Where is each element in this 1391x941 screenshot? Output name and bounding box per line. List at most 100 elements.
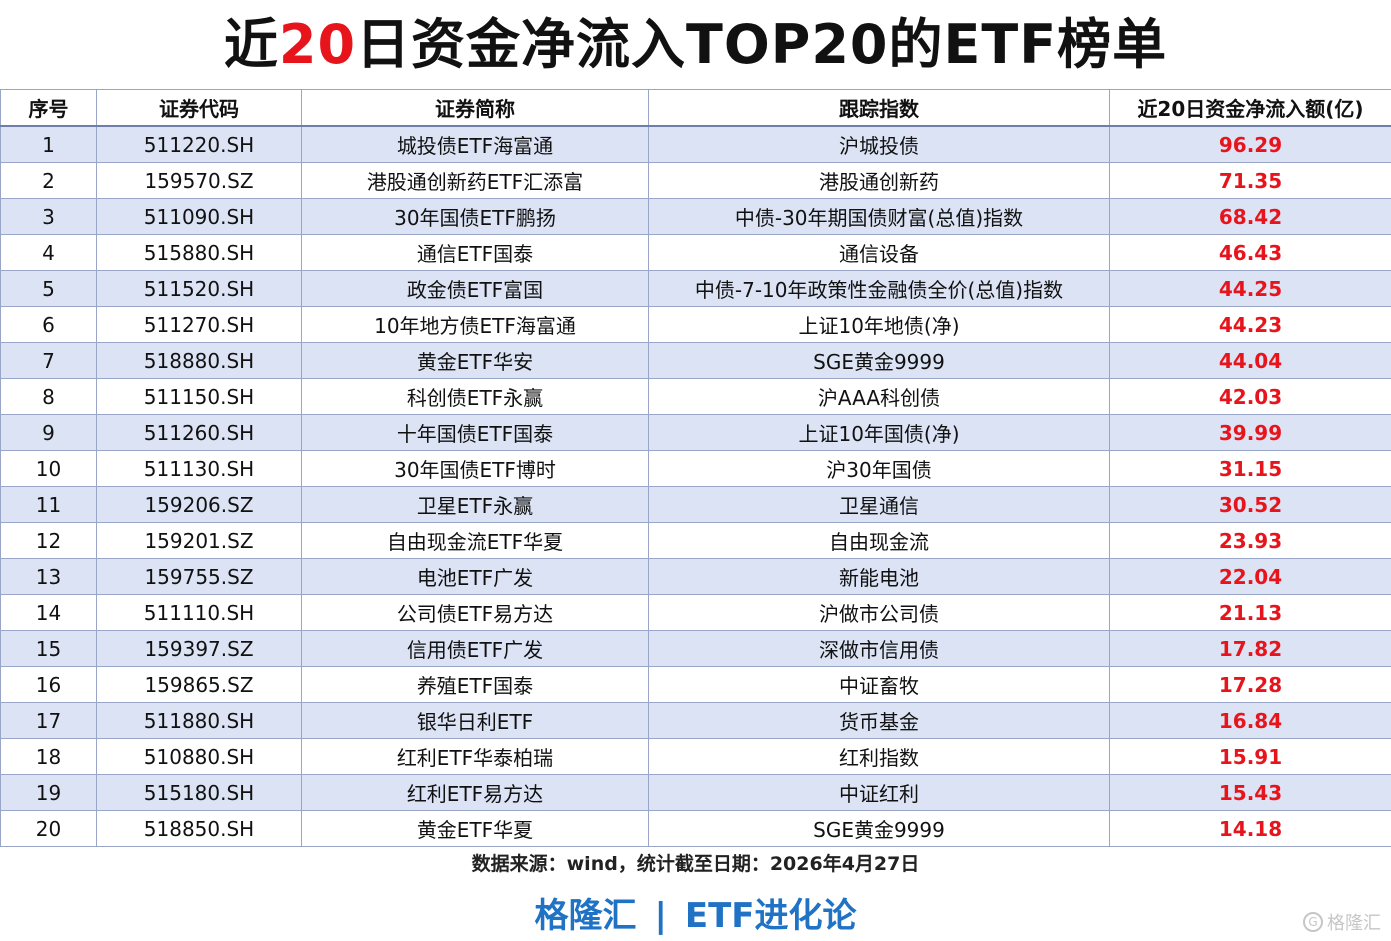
cell-rank: 12 bbox=[0, 522, 97, 559]
cell-net-inflow: 17.82 bbox=[1109, 630, 1391, 667]
cell-rank: 11 bbox=[0, 486, 97, 523]
brand-separator: | bbox=[654, 896, 667, 936]
cell-name: 政金债ETF富国 bbox=[301, 270, 649, 307]
cell-code: 511270.SH bbox=[96, 306, 302, 343]
header-index: 跟踪指数 bbox=[648, 89, 1110, 127]
cell-name: 十年国债ETF国泰 bbox=[301, 414, 649, 451]
cell-code: 159755.SZ bbox=[96, 558, 302, 595]
cell-net-inflow: 96.29 bbox=[1109, 125, 1391, 163]
cell-name: 科创债ETF永赢 bbox=[301, 378, 649, 415]
cell-rank: 6 bbox=[0, 306, 97, 343]
cell-code: 511520.SH bbox=[96, 270, 302, 307]
g-logo-icon: G bbox=[1303, 912, 1323, 932]
cell-rank: 9 bbox=[0, 414, 97, 451]
cell-rank: 10 bbox=[0, 450, 97, 487]
cell-code: 511150.SH bbox=[96, 378, 302, 415]
cell-net-inflow: 21.13 bbox=[1109, 594, 1391, 631]
data-source-note: 数据来源：wind，统计截至日期：2026年4月27日 bbox=[471, 853, 920, 875]
cell-rank: 17 bbox=[0, 702, 97, 739]
cell-name: 卫星ETF永赢 bbox=[301, 486, 649, 523]
cell-name: 公司债ETF易方达 bbox=[301, 594, 649, 631]
cell-name: 电池ETF广发 bbox=[301, 558, 649, 595]
table-row: 13 159755.SZ 电池ETF广发 新能电池 22.04 bbox=[0, 558, 1391, 595]
cell-code: 159206.SZ bbox=[96, 486, 302, 523]
cell-net-inflow: 68.42 bbox=[1109, 198, 1391, 235]
cell-name: 信用债ETF广发 bbox=[301, 630, 649, 667]
cell-index: 沪城投债 bbox=[648, 125, 1110, 163]
cell-net-inflow: 42.03 bbox=[1109, 378, 1391, 415]
cell-code: 511090.SH bbox=[96, 198, 302, 235]
cell-net-inflow: 44.04 bbox=[1109, 342, 1391, 379]
brand-left: 格隆汇 bbox=[534, 896, 637, 936]
cell-name: 10年地方债ETF海富通 bbox=[301, 306, 649, 343]
cell-net-inflow: 15.43 bbox=[1109, 774, 1391, 811]
cell-code: 511880.SH bbox=[96, 702, 302, 739]
cell-index: 上证10年国债(净) bbox=[648, 414, 1110, 451]
cell-code: 511260.SH bbox=[96, 414, 302, 451]
cell-net-inflow: 17.28 bbox=[1109, 666, 1391, 703]
cell-net-inflow: 14.18 bbox=[1109, 810, 1391, 847]
header-name: 证券简称 bbox=[301, 89, 649, 127]
cell-name: 自由现金流ETF华夏 bbox=[301, 522, 649, 559]
table-row: 8 511150.SH 科创债ETF永赢 沪AAA科创债 42.03 bbox=[0, 378, 1391, 415]
cell-index: 中证红利 bbox=[648, 774, 1110, 811]
table-row: 19 515180.SH 红利ETF易方达 中证红利 15.43 bbox=[0, 774, 1391, 811]
cell-index: 新能电池 bbox=[648, 558, 1110, 595]
table-row: 12 159201.SZ 自由现金流ETF华夏 自由现金流 23.93 bbox=[0, 522, 1391, 559]
cell-rank: 5 bbox=[0, 270, 97, 307]
cell-rank: 16 bbox=[0, 666, 97, 703]
cell-name: 养殖ETF国泰 bbox=[301, 666, 649, 703]
cell-index: 货币基金 bbox=[648, 702, 1110, 739]
table-row: 20 518850.SH 黄金ETF华夏 SGE黄金9999 14.18 bbox=[0, 810, 1391, 847]
cell-code: 518880.SH bbox=[96, 342, 302, 379]
cell-code: 511220.SH bbox=[96, 125, 302, 163]
cell-index: 港股通创新药 bbox=[648, 162, 1110, 199]
table-row: 4 515880.SH 通信ETF国泰 通信设备 46.43 bbox=[0, 234, 1391, 271]
cell-index: 沪30年国债 bbox=[648, 450, 1110, 487]
cell-rank: 2 bbox=[0, 162, 97, 199]
cell-net-inflow: 46.43 bbox=[1109, 234, 1391, 271]
table-row: 5 511520.SH 政金债ETF富国 中债-7-10年政策性金融债全价(总值)指数… bbox=[0, 270, 1391, 307]
cell-index: 通信设备 bbox=[648, 234, 1110, 271]
cell-name: 30年国债ETF鹏扬 bbox=[301, 198, 649, 235]
brand-right: ETF进化论 bbox=[684, 896, 857, 936]
cell-index: SGE黄金9999 bbox=[648, 810, 1110, 847]
title-suffix: 日资金净流入TOP20的ETF榜单 bbox=[356, 13, 1168, 76]
cell-index: 中债-7-10年政策性金融债全价(总值)指数 bbox=[648, 270, 1110, 307]
cell-code: 159570.SZ bbox=[96, 162, 302, 199]
cell-index: 红利指数 bbox=[648, 738, 1110, 775]
cell-index: 沪做市公司债 bbox=[648, 594, 1110, 631]
cell-name: 红利ETF易方达 bbox=[301, 774, 649, 811]
cell-index: 中债-30年期国债财富(总值)指数 bbox=[648, 198, 1110, 235]
cell-index: 沪AAA科创债 bbox=[648, 378, 1110, 415]
brand-footer: 格隆汇 | ETF进化论 bbox=[0, 888, 1391, 937]
cell-index: SGE黄金9999 bbox=[648, 342, 1110, 379]
cell-net-inflow: 44.23 bbox=[1109, 306, 1391, 343]
cell-rank: 14 bbox=[0, 594, 97, 631]
cell-code: 510880.SH bbox=[96, 738, 302, 775]
cell-index: 深做市信用债 bbox=[648, 630, 1110, 667]
cell-index: 自由现金流 bbox=[648, 522, 1110, 559]
table-row: 6 511270.SH 10年地方债ETF海富通 上证10年地债(净) 44.23 bbox=[0, 306, 1391, 343]
cell-code: 511130.SH bbox=[96, 450, 302, 487]
table-row: 10 511130.SH 30年国债ETF博时 沪30年国债 31.15 bbox=[0, 450, 1391, 487]
cell-net-inflow: 15.91 bbox=[1109, 738, 1391, 775]
cell-rank: 19 bbox=[0, 774, 97, 811]
cell-index: 上证10年地债(净) bbox=[648, 306, 1110, 343]
cell-rank: 15 bbox=[0, 630, 97, 667]
cell-name: 港股通创新药ETF汇添富 bbox=[301, 162, 649, 199]
table-row: 9 511260.SH 十年国债ETF国泰 上证10年国债(净) 39.99 bbox=[0, 414, 1391, 451]
cell-net-inflow: 22.04 bbox=[1109, 558, 1391, 595]
watermark: G 格隆汇 bbox=[1303, 909, 1381, 935]
cell-rank: 18 bbox=[0, 738, 97, 775]
table-row: 2 159570.SZ 港股通创新药ETF汇添富 港股通创新药 71.35 bbox=[0, 162, 1391, 199]
cell-rank: 13 bbox=[0, 558, 97, 595]
cell-code: 518850.SH bbox=[96, 810, 302, 847]
cell-code: 511110.SH bbox=[96, 594, 302, 631]
title-highlight: 20 bbox=[278, 13, 357, 76]
cell-name: 30年国债ETF博时 bbox=[301, 450, 649, 487]
etf-ranking-table: 序号 证券代码 证券简称 跟踪指数 近20日资金净流入额(亿) 1 511220.… bbox=[0, 89, 1391, 847]
watermark-text: 格隆汇 bbox=[1327, 913, 1381, 934]
header-code: 证券代码 bbox=[96, 89, 302, 127]
table-body: 1 511220.SH 城投债ETF海富通 沪城投债 96.29 2 159570.SZ 港股… bbox=[0, 125, 1391, 847]
